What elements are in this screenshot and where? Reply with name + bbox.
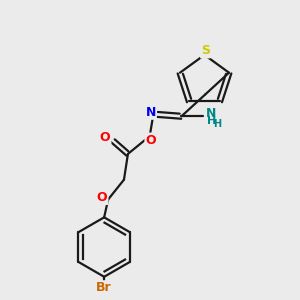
Text: O: O — [146, 134, 156, 147]
Text: O: O — [97, 191, 107, 204]
Text: N: N — [206, 107, 216, 120]
Text: Br: Br — [96, 281, 112, 294]
Text: H: H — [213, 119, 221, 129]
Text: N: N — [146, 106, 156, 119]
Text: O: O — [100, 130, 110, 144]
Text: H: H — [206, 116, 216, 126]
Text: S: S — [201, 44, 210, 57]
